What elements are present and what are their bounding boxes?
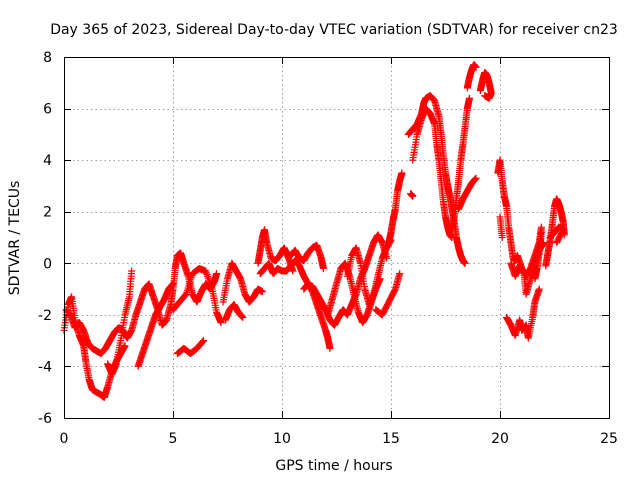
- y-tick-label: 2: [43, 205, 52, 221]
- x-tick-label: 10: [273, 431, 291, 447]
- data-point: [537, 228, 545, 236]
- y-axis-label: SDTVAR / TECUs: [7, 181, 23, 296]
- data-point: [535, 285, 543, 293]
- data-point: [448, 234, 456, 241]
- y-tick-label: -2: [38, 308, 52, 324]
- data-point: [461, 259, 469, 267]
- data-point: [472, 174, 480, 182]
- data-point: [213, 270, 221, 278]
- data-point: [498, 234, 506, 241]
- data-point: [326, 344, 334, 352]
- y-tick-label: 8: [43, 50, 52, 66]
- data-point: [553, 239, 561, 247]
- data-point: [481, 92, 489, 100]
- data-point: [289, 267, 297, 275]
- x-tick-label: 20: [491, 431, 509, 447]
- data-point: [181, 292, 189, 300]
- y-tick-label: -4: [38, 359, 52, 375]
- data-point: [239, 313, 247, 321]
- data-point: [198, 338, 206, 346]
- y-tick-labels: -6 -4 -2 0 2 4 6 8: [38, 50, 52, 427]
- data-point: [465, 94, 473, 102]
- data-point: [409, 192, 417, 200]
- data-point: [169, 280, 177, 288]
- plot-points: [60, 61, 568, 401]
- chart-title: Day 365 of 2023, Sidereal Day-to-day VTE…: [50, 22, 618, 38]
- data-point: [319, 264, 327, 272]
- y-tick-label: 4: [43, 153, 52, 169]
- data-point: [200, 337, 208, 345]
- data-point: [217, 319, 225, 327]
- y-tick-label: -6: [38, 411, 52, 427]
- data-point: [199, 337, 207, 345]
- x-tick-labels: 0 5 10 15 20 25: [60, 431, 618, 447]
- data-point: [128, 267, 136, 275]
- y-tick-label: 0: [43, 256, 52, 272]
- data-point: [398, 169, 406, 177]
- x-axis-label: GPS time / hours: [275, 458, 392, 474]
- data-point: [472, 63, 480, 71]
- x-tick-label: 5: [169, 431, 178, 447]
- y-tick-label: 6: [43, 102, 52, 118]
- plot-frame: [64, 57, 610, 419]
- x-tick-label: 0: [60, 431, 69, 447]
- data-point: [553, 237, 561, 245]
- x-tick-label: 15: [382, 431, 400, 447]
- data-point: [258, 288, 266, 296]
- x-tick-label: 25: [600, 431, 618, 447]
- data-point: [396, 270, 404, 278]
